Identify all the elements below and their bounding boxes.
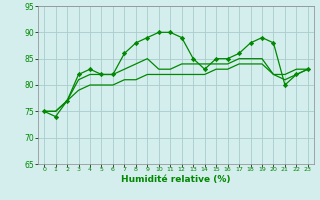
X-axis label: Humidité relative (%): Humidité relative (%) bbox=[121, 175, 231, 184]
